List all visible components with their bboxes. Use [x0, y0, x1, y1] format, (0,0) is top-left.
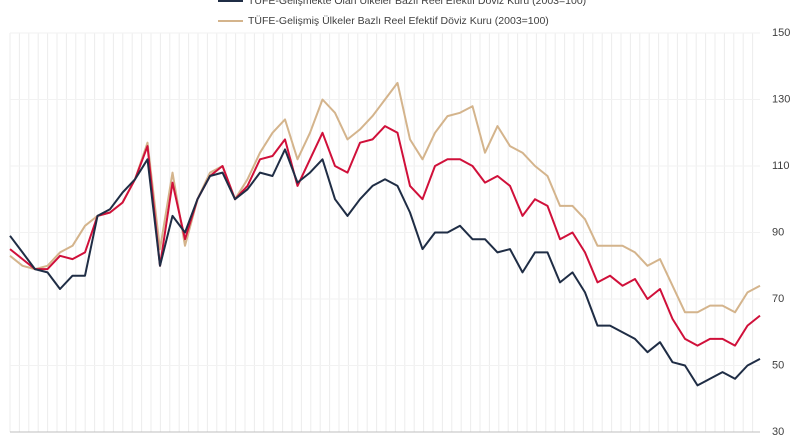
series-line	[9, 148, 761, 387]
y-tick-label: 110	[772, 160, 790, 172]
y-tick-label: 50	[772, 359, 784, 371]
y-tick-label: 90	[772, 226, 784, 238]
legend-label: TÜFE-Gelişmiş Ülkeler Bazlı Reel Efektif…	[248, 15, 549, 27]
y-tick-label: 130	[772, 93, 790, 105]
y-tick-label: 70	[772, 293, 784, 305]
y-tick-label: 30	[772, 426, 784, 438]
y-tick-label: 150	[772, 27, 790, 39]
legend-label: TÜFE-Gelişmekte Olan Ülkeler Bazlı Reel …	[248, 0, 586, 7]
legend: TÜFE-Gelişmekte Olan Ülkeler Bazlı Reel …	[218, 0, 586, 27]
